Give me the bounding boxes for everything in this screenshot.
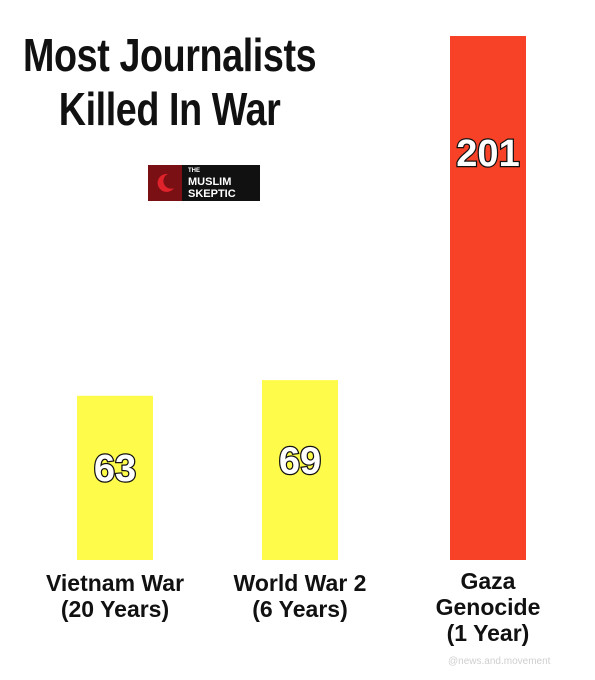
logo-line-muslim: MUSLIM xyxy=(188,176,232,188)
category-label-3-line-2: Genocide xyxy=(435,594,541,620)
logo-line-skeptic: SKEPTIC xyxy=(188,188,236,200)
bar-3 xyxy=(450,36,526,560)
bar-value-label-2: 69 xyxy=(279,441,321,483)
logo-line-the: THE xyxy=(188,168,200,174)
category-label-2: World War 2 (6 Years) xyxy=(205,570,395,622)
bar-value-label-1: 63 xyxy=(94,448,136,490)
crescent-logo-icon xyxy=(148,165,182,201)
bar-value-label-3: 201 xyxy=(456,133,519,175)
watermark: @news.and.movement xyxy=(448,656,551,667)
category-label-3-line-3: (1 Year) xyxy=(446,620,530,646)
category-label-3: Gaza Genocide (1 Year) xyxy=(393,568,583,646)
category-label-2-line-2: (6 Years) xyxy=(252,596,348,622)
chart-title-line-1: Most Journalists xyxy=(23,29,317,81)
category-label-3-line-1: Gaza xyxy=(460,568,516,594)
bar-2 xyxy=(262,380,338,560)
bar-1 xyxy=(77,395,153,560)
category-label-1: Vietnam War (20 Years) xyxy=(20,570,210,622)
category-label-1-line-2: (20 Years) xyxy=(60,596,170,622)
muslim-skeptic-logo: THE MUSLIM SKEPTIC xyxy=(148,165,260,201)
category-label-1-line-1: Vietnam War xyxy=(45,570,185,596)
category-label-2-line-1: World War 2 xyxy=(233,570,367,596)
chart-title-line-2: Killed In War xyxy=(58,83,281,135)
logo-text: THE MUSLIM SKEPTIC xyxy=(182,166,236,200)
chart-title: Most Journalists Killed In War xyxy=(22,28,317,136)
